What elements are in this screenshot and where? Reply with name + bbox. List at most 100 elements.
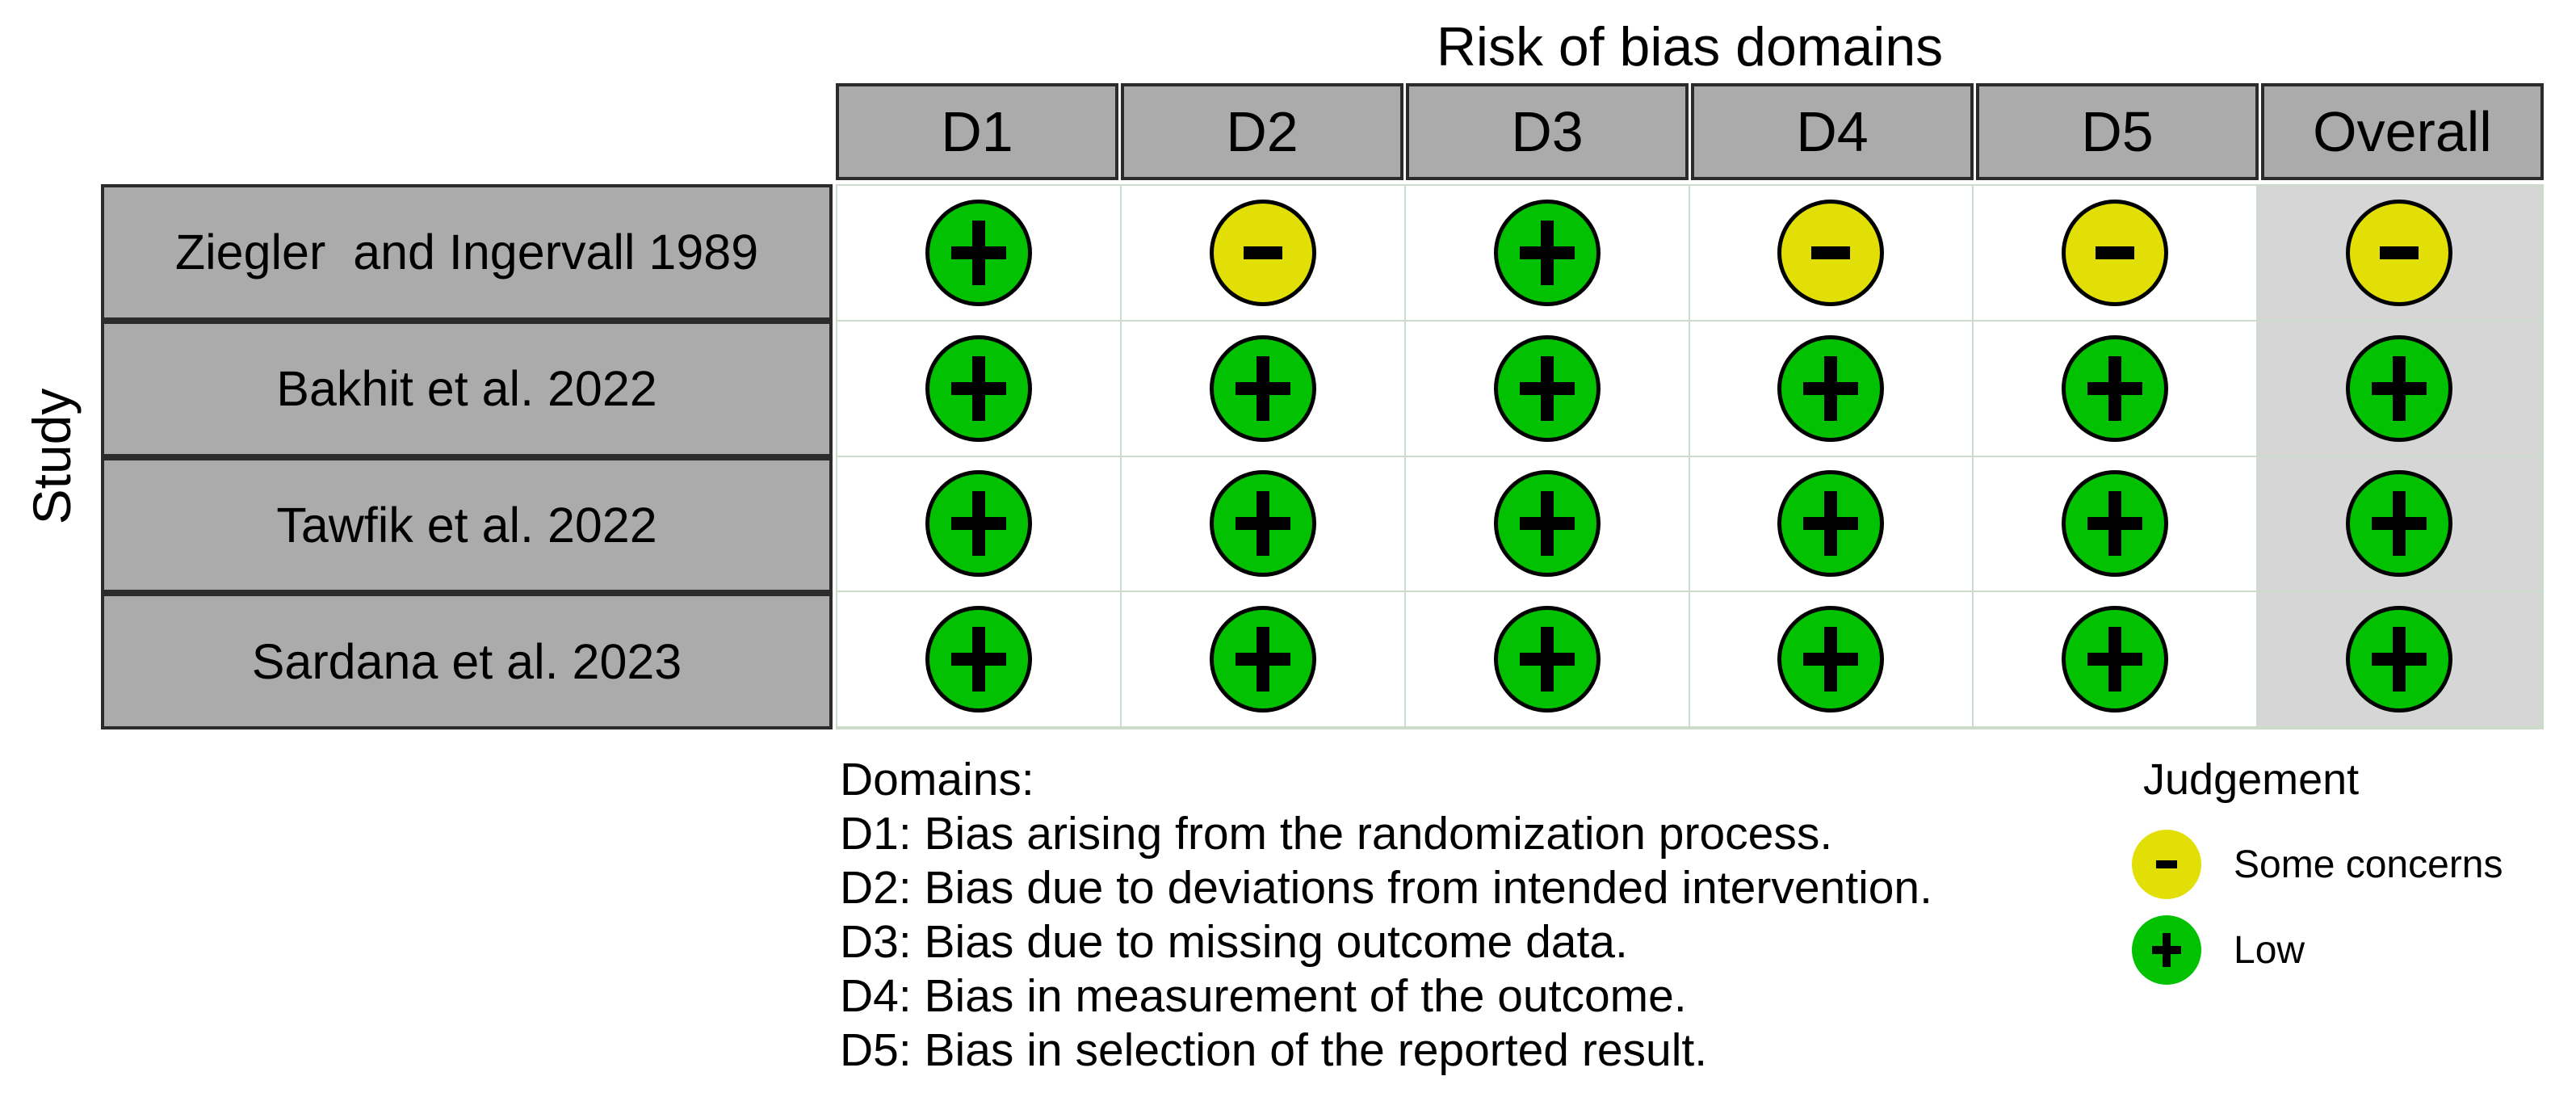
symbol-bar	[1243, 246, 1282, 259]
symbol-bar	[2108, 355, 2122, 421]
study-label-column: Ziegler and Ingervall 1989 Bakhit et al. …	[101, 184, 833, 729]
judgement-cell	[1689, 456, 1974, 593]
judgement-cell	[1974, 321, 2259, 457]
judgement-cell	[837, 592, 1122, 728]
column-header-d1: D1	[836, 83, 1118, 180]
legend-judgement-circle	[2132, 830, 2201, 899]
judgement-circle	[2346, 199, 2453, 306]
judgement-grid	[836, 184, 2544, 729]
symbol-bar	[1540, 220, 1554, 285]
judgement-cell	[1405, 186, 1690, 322]
plus-symbol-icon	[2365, 355, 2433, 422]
plus-symbol-icon	[945, 490, 1013, 557]
domain-definition-line: D4: Bias in measurement of the outcome.	[840, 970, 1687, 1022]
judgement-circle	[2062, 334, 2169, 442]
judgement-cell	[1974, 186, 2259, 322]
judgement-cell	[1689, 592, 1974, 728]
plus-symbol-icon	[1797, 490, 1865, 557]
symbol-bar	[2108, 491, 2122, 557]
plus-symbol-icon	[2081, 355, 2149, 422]
judgement-cell	[1405, 592, 1690, 728]
symbol-bar	[2096, 246, 2135, 259]
symbol-bar	[971, 491, 985, 557]
judgement-legend: Judgement Some concerns Low	[2132, 758, 2503, 986]
judgement-circle	[1209, 334, 1316, 442]
judgement-cell	[1974, 592, 2259, 728]
plus-symbol-icon	[945, 219, 1013, 287]
chart-title: Risk of bias domains	[1436, 16, 1944, 78]
symbol-bar	[2393, 355, 2406, 421]
judgement-circle	[1777, 199, 1885, 306]
plus-symbol-icon	[2081, 625, 2149, 693]
judgement-circle	[1493, 606, 1601, 713]
plus-symbol-icon	[945, 355, 1013, 422]
legend-item-label: Low	[2234, 928, 2305, 972]
judgement-circle	[1209, 470, 1316, 578]
symbol-bar	[2108, 627, 2122, 692]
symbol-bar	[971, 220, 985, 285]
plus-symbol-icon	[2365, 490, 2433, 557]
judgement-cell	[2258, 456, 2542, 593]
judgement-circle	[1209, 606, 1316, 713]
minus-symbol-icon	[1797, 219, 1865, 287]
legend-judgement-circle	[2132, 915, 2201, 985]
minus-symbol-icon	[2081, 219, 2149, 287]
judgement-circle	[1493, 334, 1601, 442]
judgement-circle	[2346, 334, 2453, 442]
plus-symbol-icon	[1229, 625, 1297, 693]
judgement-cell	[1405, 321, 1690, 457]
judgement-cell	[1121, 186, 1406, 322]
judgement-circle	[2062, 606, 2169, 713]
judgement-circle	[925, 334, 1032, 442]
symbol-bar	[1540, 491, 1554, 557]
domain-definition-line: D1: Bias arising from the randomization …	[840, 808, 1833, 860]
plus-symbol-icon	[1797, 355, 1865, 422]
symbol-bar	[2380, 246, 2419, 259]
symbol-bar	[971, 627, 985, 692]
judgement-circle	[1777, 470, 1885, 578]
column-header-d2: D2	[1121, 83, 1403, 180]
domain-definitions-heading: Domains:	[840, 754, 1034, 805]
domain-header-row: D1 D2 D3 D4 D5 Overall	[836, 83, 2544, 180]
symbol-bar	[1540, 355, 1554, 421]
column-header-overall: Overall	[2261, 83, 2544, 180]
symbol-bar	[1824, 491, 1838, 557]
plus-symbol-icon	[2148, 931, 2185, 969]
judgement-cell	[1689, 321, 1974, 457]
legend-item-label: Some concerns	[2234, 843, 2503, 886]
symbol-bar	[1256, 355, 1269, 421]
domain-definition-line: D2: Bias due to deviations from intended…	[840, 862, 1932, 914]
minus-symbol-icon	[1229, 219, 1297, 287]
symbol-bar	[2156, 860, 2177, 868]
domain-definition-line: D3: Bias due to missing outcome data.	[840, 916, 1628, 968]
symbol-bar	[1540, 627, 1554, 692]
judgement-circle	[1493, 470, 1601, 578]
judgement-circle	[925, 470, 1032, 578]
minus-symbol-icon	[2365, 219, 2433, 287]
judgement-circle	[925, 606, 1032, 713]
judgement-cell	[2258, 592, 2542, 728]
legend-title: Judgement	[2143, 755, 2360, 804]
judgement-cell	[2258, 321, 2542, 457]
domain-definitions: Domains: D1: Bias arising from the rando…	[840, 753, 1932, 1078]
symbol-bar	[971, 355, 985, 421]
judgement-circle	[2062, 199, 2169, 306]
symbol-bar	[1824, 627, 1838, 692]
symbol-bar	[1811, 246, 1851, 259]
study-label: Tawfik et al. 2022	[101, 456, 833, 594]
symbol-bar	[1256, 627, 1269, 692]
judgement-cell	[1121, 321, 1406, 457]
plus-symbol-icon	[1513, 625, 1581, 693]
column-header-d4: D4	[1691, 83, 1974, 180]
symbol-bar	[2393, 627, 2406, 692]
symbol-bar	[2163, 933, 2171, 967]
judgement-cell	[1121, 592, 1406, 728]
plus-symbol-icon	[1513, 219, 1581, 287]
judgement-circle	[2062, 470, 2169, 578]
judgement-cell	[1974, 456, 2259, 593]
judgement-cell	[2258, 186, 2542, 322]
judgement-circle	[1209, 199, 1316, 306]
judgement-circle	[1777, 606, 1885, 713]
judgement-cell	[1689, 186, 1974, 322]
